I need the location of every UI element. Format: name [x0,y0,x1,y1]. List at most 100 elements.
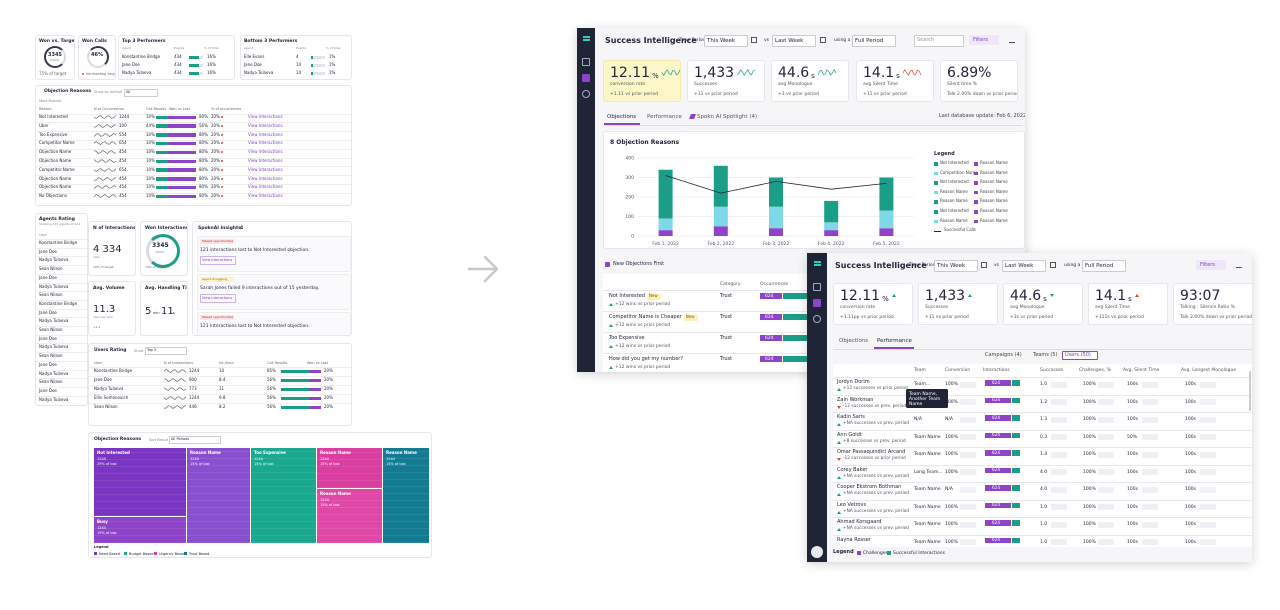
select[interactable] [704,35,748,47]
donut [87,46,109,68]
select[interactable] [852,35,896,47]
bar [985,502,1011,508]
text: 1% [329,62,336,67]
text: 1244 [190,457,199,461]
select[interactable] [772,35,816,47]
button[interactable] [200,294,236,303]
nav-icon[interactable] [582,90,590,98]
legend-swatch [974,200,978,204]
text: 80% [199,193,208,199]
text: Full Period [1085,262,1114,269]
subtab[interactable]: Teams (5) [1033,352,1058,358]
link[interactable]: View Interactions [248,175,283,181]
row-divider [36,282,87,283]
button[interactable] [200,256,236,265]
subtab[interactable]: Campaigns (4) [985,352,1022,358]
nav-icon[interactable] [813,283,821,291]
search[interactable] [914,35,964,47]
delta-chip [1142,539,1158,545]
text: +1.1 [93,325,101,329]
checkbox[interactable] [605,262,610,267]
text: 100% [1083,382,1096,387]
text: N/A [945,417,953,422]
legend-swatch [934,190,938,195]
nav-icon[interactable] [582,74,590,82]
bar-segment [156,194,168,199]
nav-icon[interactable] [813,299,821,307]
select[interactable] [934,260,978,272]
link[interactable]: View Interactions [248,122,283,128]
sparkline [736,69,756,77]
y-tick-label: 100 [625,214,634,220]
text: Team Name [914,434,941,440]
text: 100% [1083,469,1096,475]
text: Zain Workman [837,396,874,403]
bar [783,293,813,299]
filters-button[interactable] [969,35,999,45]
link[interactable]: View Interactions [248,166,283,172]
text: 80% [199,175,208,181]
row-divider [36,343,87,344]
row-divider [36,265,87,266]
tab[interactable]: Objections [839,338,869,344]
sparkline [817,68,837,76]
text: Nadya Tulaeva [39,344,69,350]
bar [985,450,1011,456]
text: 10 [219,368,225,373]
text: Team Name [914,522,941,527]
text: 773 [189,386,197,391]
bar [713,206,728,227]
treemap-tile [317,448,382,488]
select[interactable] [1002,260,1046,272]
link[interactable]: View Interactions [248,114,283,119]
text: 100s [1127,452,1138,457]
text: All [126,90,131,94]
text: Busy [97,519,108,524]
tab[interactable]: Performance [647,114,682,120]
text: 12.11 [840,288,881,304]
text: Top 3 Performers [122,39,166,44]
bar [985,520,1011,526]
filters-button[interactable] [1196,260,1226,270]
text: 4 334 [93,244,122,255]
text: View Interactions [202,295,233,300]
text: +3s vs prior period [1010,315,1054,320]
text: 75% of target [39,71,67,76]
subtab[interactable]: Users (50) [1065,352,1091,358]
link[interactable]: View Interactions [248,158,283,163]
tab[interactable]: Performance [877,338,912,344]
text: 100% [945,434,958,440]
link[interactable]: View Interactions [248,131,283,137]
bar-segment [311,56,314,59]
text: +12 wins vs prior period [615,365,671,370]
text: 100s [1185,522,1196,527]
text: Reason Name [190,450,221,455]
row-divider [36,192,351,194]
bar [658,218,673,231]
donut [146,234,180,268]
text: Trust [720,314,733,320]
link[interactable]: View Interactions [248,140,283,146]
row-divider [36,139,351,141]
select[interactable] [1082,260,1126,272]
tabs-divider [833,348,1252,349]
text: Users Rating [94,348,127,353]
link[interactable]: View Interactions [248,184,283,190]
text: 1.0 [1040,382,1048,387]
tab[interactable]: Objections [607,114,637,120]
text: 624 [992,502,1000,507]
text: 624 [992,379,1000,385]
row-divider [36,175,351,176]
text: +NA successes vs prev. period [843,473,909,479]
bar-segment [156,177,168,181]
link[interactable]: View Interactions [248,149,283,155]
text: Last database update: Feb 6, 2022 [939,113,1025,119]
nav-icon[interactable] [813,315,821,323]
text: Reason Name [980,217,1008,223]
nav-icon[interactable] [582,58,590,66]
link[interactable]: View Interactions [248,193,283,199]
tab[interactable]: Spokn AI Spotlight (4) [697,114,758,120]
row-divider [36,299,87,301]
bar-segment [281,369,309,373]
text: N/A [914,417,922,422]
